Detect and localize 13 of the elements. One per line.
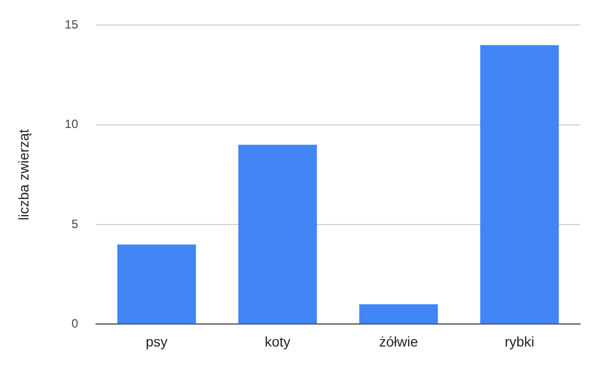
bar — [238, 144, 317, 324]
x-tick-label: żółwie — [379, 333, 418, 350]
bar — [359, 304, 438, 324]
y-tick-label: 0 — [71, 316, 78, 331]
y-tick-label: 15 — [64, 18, 78, 32]
bar — [117, 244, 196, 324]
y-axis-title: liczba zwierząt — [15, 129, 32, 220]
y-tick-label: 5 — [71, 216, 78, 231]
x-tick-label: koty — [264, 333, 290, 350]
x-tick-label: psy — [146, 333, 168, 350]
y-tick-label: 10 — [64, 117, 78, 132]
bar — [480, 45, 559, 324]
x-tick-label: rybki — [504, 333, 534, 350]
